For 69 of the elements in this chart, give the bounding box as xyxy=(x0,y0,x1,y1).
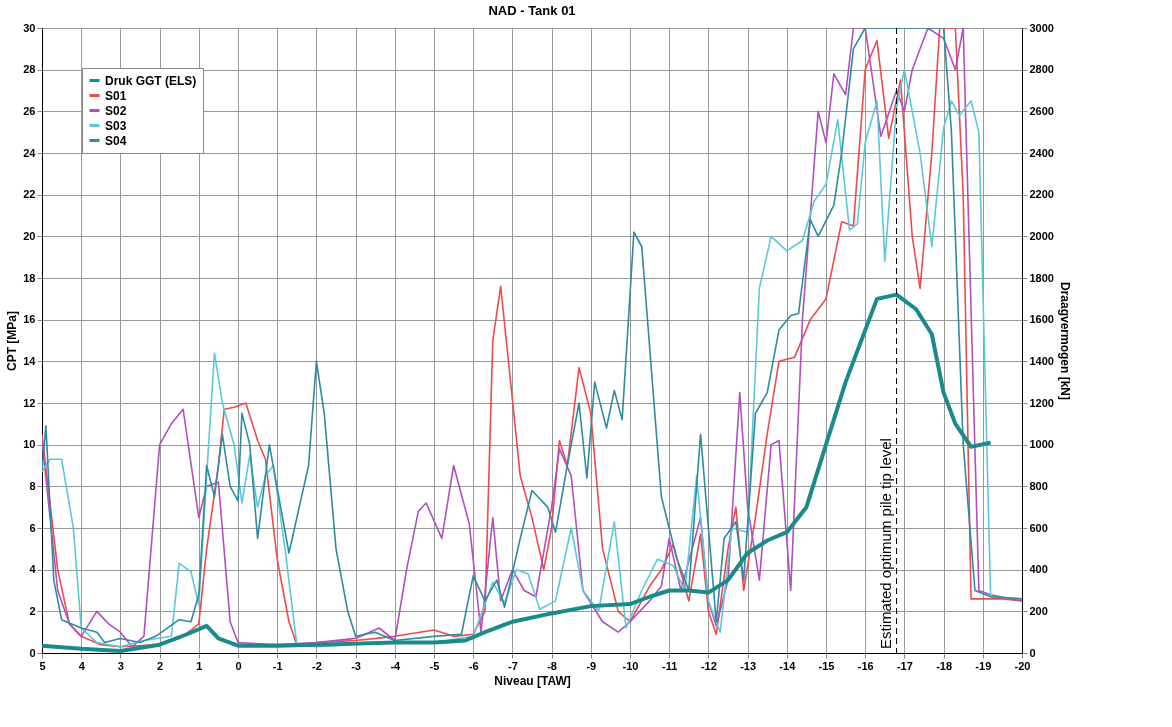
y2-tick-label: 2400 xyxy=(1029,146,1054,159)
x-tick-label: -16 xyxy=(857,659,874,672)
y-tick-label: 4 xyxy=(29,563,37,576)
legend-label: S03 xyxy=(105,118,127,133)
x-tick-label: -18 xyxy=(936,659,953,672)
y-tick-label: 6 xyxy=(29,521,36,534)
x-tick-label: 5 xyxy=(39,659,46,672)
y2-tick-label: 1000 xyxy=(1029,438,1054,451)
y-tick-label: 30 xyxy=(23,21,36,34)
x-tick-label: -9 xyxy=(586,659,597,672)
x-tick-label: -11 xyxy=(662,659,678,672)
y-tick-label: 0 xyxy=(29,646,36,659)
line-series xyxy=(42,292,993,653)
y2-tick-label: 600 xyxy=(1029,521,1048,534)
legend-label: S04 xyxy=(105,133,127,148)
y-tick-label: 14 xyxy=(23,354,37,367)
y2-tick-label: 2200 xyxy=(1029,188,1054,201)
y-tick-label: 2 xyxy=(29,604,36,617)
y-tick-label: 8 xyxy=(29,479,36,492)
y2-tick-label: 1400 xyxy=(1029,354,1054,367)
y2-tick-label: 1200 xyxy=(1029,396,1054,409)
x-tick-label: -13 xyxy=(740,659,757,672)
y-tick-label: 20 xyxy=(23,229,36,242)
x-axis-title: Niveau [TAW] xyxy=(494,673,571,688)
y2-tick-label: 1600 xyxy=(1029,313,1054,326)
x-tick-label: -6 xyxy=(468,659,479,672)
x-tick-label: -19 xyxy=(975,659,992,672)
x-tick-label: 3 xyxy=(117,659,124,672)
y2-tick-label: 0 xyxy=(1029,646,1036,659)
y-tick-label: 16 xyxy=(23,313,36,326)
y2-tick-label: 800 xyxy=(1029,479,1048,492)
y-tick-label: 26 xyxy=(23,104,36,117)
x-tick-label: 2 xyxy=(157,659,164,672)
y2-tick-label: 400 xyxy=(1029,563,1048,576)
y2-tick-label: 200 xyxy=(1029,604,1048,617)
x-tick-label: -17 xyxy=(896,659,913,672)
y-axis-title: CPT [MPa] xyxy=(5,311,20,371)
x-tick-label: -8 xyxy=(547,659,557,672)
y-tick-label: 18 xyxy=(23,271,36,284)
legend-label: S01 xyxy=(105,88,127,103)
x-tick-label: -12 xyxy=(700,659,717,672)
x-tick-label: -4 xyxy=(390,659,402,672)
legend-label: S02 xyxy=(105,103,127,118)
x-tick-label: -7 xyxy=(508,659,518,672)
x-tick-label: 1 xyxy=(196,659,203,672)
x-tick-label: -14 xyxy=(779,659,797,672)
y2-axis-title: Draagvermogen [kN] xyxy=(1057,281,1072,401)
x-tick-label: 0 xyxy=(235,659,242,672)
x-tick-label: -20 xyxy=(1014,659,1031,672)
y2-tick-label: 1800 xyxy=(1029,271,1054,284)
x-tick-label: -15 xyxy=(818,659,835,672)
y2-tick-label: 2800 xyxy=(1029,63,1054,76)
y-tick-label: 28 xyxy=(23,63,36,76)
ref-line-label: Estimated optimum pile tip level xyxy=(876,438,894,649)
x-tick-label: -2 xyxy=(312,659,322,672)
y-tick-label: 12 xyxy=(23,396,36,409)
y-tick-label: 22 xyxy=(23,188,36,201)
x-tick-label: -5 xyxy=(429,659,440,672)
x-tick-label: 4 xyxy=(78,659,86,672)
x-tick-label: -10 xyxy=(622,659,639,672)
y-tick-label: 10 xyxy=(23,438,36,451)
x-tick-label: -1 xyxy=(272,659,283,672)
y2-tick-label: 2600 xyxy=(1029,104,1054,117)
y2-tick-label: 2000 xyxy=(1029,229,1054,242)
y-tick-label: 24 xyxy=(23,146,37,159)
chart-title: NAD - Tank 01 xyxy=(488,3,576,18)
y2-tick-label: 3000 xyxy=(1029,21,1054,34)
legend-label: Druk GGT (ELS) xyxy=(105,73,197,88)
x-tick-label: -3 xyxy=(351,659,361,672)
